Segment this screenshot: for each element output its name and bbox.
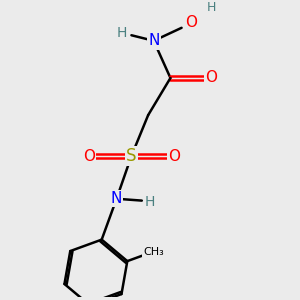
Text: H: H [207, 1, 216, 14]
Text: O: O [168, 148, 180, 164]
Text: S: S [126, 147, 137, 165]
Text: O: O [205, 70, 217, 86]
Text: O: O [185, 15, 197, 30]
Text: N: N [148, 33, 159, 48]
Text: N: N [111, 191, 122, 206]
Text: CH₃: CH₃ [143, 247, 164, 256]
Text: O: O [83, 148, 95, 164]
Text: H: H [117, 26, 127, 40]
Text: H: H [145, 196, 155, 209]
